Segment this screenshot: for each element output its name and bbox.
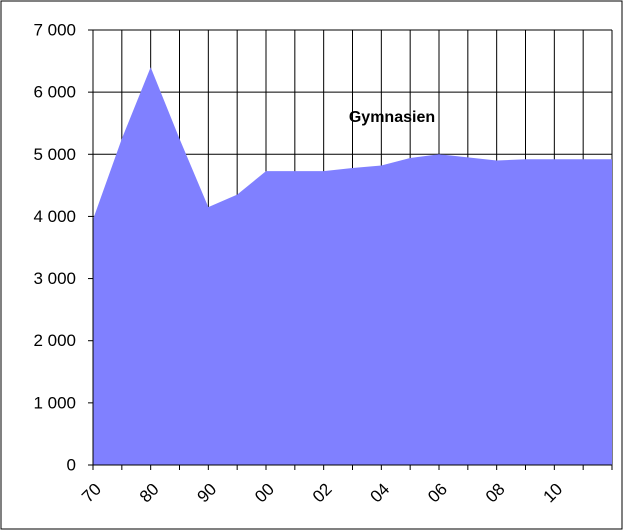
y-tick-label: 1 000 [33, 393, 76, 412]
y-tick-label: 0 [67, 455, 76, 474]
y-tick-label: 2 000 [33, 331, 76, 350]
annotation: Gymnasien [349, 109, 435, 126]
y-tick-label: 6 000 [33, 83, 76, 102]
area [93, 67, 612, 466]
y-tick-label: 5 000 [33, 145, 76, 164]
y-tick-label: 4 000 [33, 207, 76, 226]
y-tick-label: 7 000 [33, 20, 76, 39]
y-tick-label: 3 000 [33, 269, 76, 288]
